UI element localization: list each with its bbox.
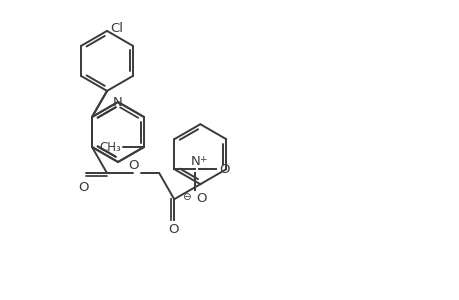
Text: O: O [78, 181, 88, 194]
Text: N: N [190, 155, 200, 168]
Text: O: O [128, 159, 138, 172]
Text: ⊖: ⊖ [181, 192, 190, 202]
Text: CH₃: CH₃ [99, 140, 121, 154]
Text: Cl: Cl [110, 22, 123, 35]
Text: O: O [219, 163, 230, 176]
Text: O: O [196, 192, 207, 205]
Text: +: + [199, 155, 207, 164]
Text: N: N [113, 95, 123, 109]
Text: O: O [168, 223, 178, 236]
